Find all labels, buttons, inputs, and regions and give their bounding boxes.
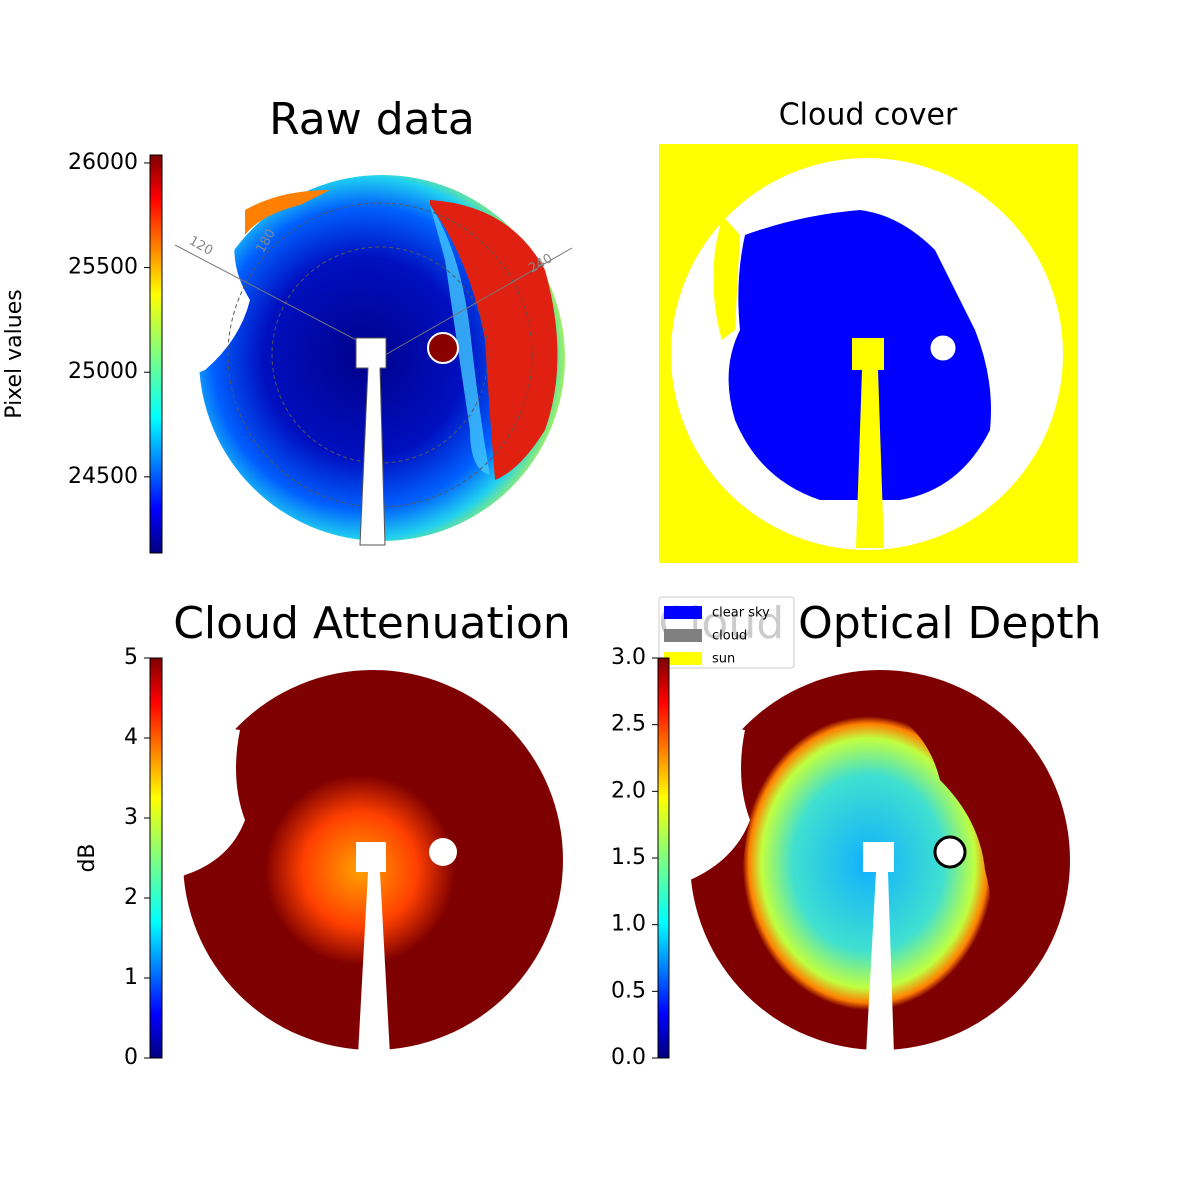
y-tick-label: 3 [124, 805, 138, 830]
attenuation-image [175, 670, 563, 1055]
axis-label: dB [75, 843, 100, 872]
y-tick-label: 2 [124, 885, 138, 910]
raw-image [174, 175, 573, 546]
y-tick-label: 25500 [68, 255, 138, 280]
y-tick-label: 2.5 [611, 712, 646, 737]
y-tick-label: 0.0 [611, 1045, 646, 1070]
legend-swatch [664, 652, 702, 665]
legend-swatch [664, 606, 702, 619]
y-tick-label: 1.0 [611, 912, 646, 937]
y-tick-label: 24500 [68, 464, 138, 489]
optical-depth-image [682, 670, 1070, 1055]
y-tick-label: 25000 [68, 359, 138, 384]
panel-title: Raw data [269, 94, 475, 145]
panel-title: Cloud cover [779, 98, 958, 133]
legend-label: sun [712, 652, 735, 667]
y-tick-label: 5 [124, 645, 138, 670]
y-tick-label: 2.0 [611, 778, 646, 803]
cloud-cover-image [659, 144, 1078, 563]
panel-title: Cloud Attenuation [173, 598, 571, 649]
legend-label: clear sky [712, 606, 770, 621]
axis-label: Pixel values [2, 289, 27, 418]
colorbar [149, 657, 163, 1059]
y-tick-label: 3.0 [611, 645, 646, 670]
y-tick-label: 0 [124, 1045, 138, 1070]
y-tick-label: 1 [124, 965, 138, 990]
y-tick-label: 0.5 [611, 978, 646, 1003]
y-tick-label: 26000 [68, 150, 138, 175]
y-tick-label: 1.5 [611, 845, 646, 870]
colorbar [657, 657, 670, 1059]
colorbar [149, 154, 163, 554]
legend-swatch [664, 629, 702, 642]
legend-label: cloud [712, 629, 747, 644]
y-tick-label: 4 [124, 725, 138, 750]
